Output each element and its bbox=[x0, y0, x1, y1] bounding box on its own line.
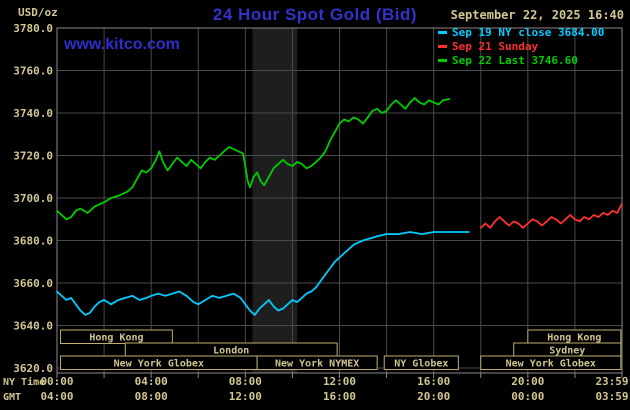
legend-swatch bbox=[438, 58, 447, 62]
kitco-website-link[interactable]: www.kitco.com bbox=[64, 36, 180, 53]
session-box bbox=[256, 355, 378, 370]
x-axis-row-label: GMT bbox=[3, 392, 21, 403]
session-label: New York Globex bbox=[114, 359, 204, 370]
session-box bbox=[60, 329, 173, 344]
x-tick-label: 00:00 bbox=[511, 390, 544, 403]
legend-swatch bbox=[438, 30, 447, 34]
session-label: London bbox=[213, 346, 249, 357]
x-tick-label: 12:00 bbox=[323, 375, 356, 388]
x-tick-label: 23:59 bbox=[595, 375, 628, 388]
legend-swatch bbox=[438, 44, 447, 48]
legend-label: Sep 19 NY close 3684.00 bbox=[452, 25, 605, 39]
x-axis-row-label: NY Time bbox=[3, 376, 45, 388]
x-tick-label: 04:00 bbox=[40, 390, 73, 403]
series-line-1 bbox=[479, 203, 623, 229]
x-tick-label: 08:00 bbox=[135, 390, 168, 403]
datetime-label: September 22, 2025 16:40 bbox=[450, 8, 624, 22]
x-tick-label: 12:00 bbox=[229, 390, 262, 403]
x-tick-label: 03:59 bbox=[595, 390, 628, 403]
session-label: Hong Kong bbox=[89, 333, 143, 344]
legend-item: Sep 22 Last 3746.60 bbox=[438, 53, 604, 67]
y-tick-label: 3720.0 bbox=[13, 150, 53, 163]
session-label: New York Globex bbox=[506, 359, 596, 370]
series-line-0 bbox=[56, 231, 470, 316]
y-tick-label: 3680.0 bbox=[13, 235, 53, 248]
y-tick-label: 3700.0 bbox=[13, 192, 53, 205]
legend-item: Sep 19 NY close 3684.00 bbox=[438, 25, 604, 39]
x-tick-label: 16:00 bbox=[417, 375, 450, 388]
legend: Sep 19 NY close 3684.00 Sep 21 Sunday Sep … bbox=[438, 25, 604, 67]
x-tick-label: 04:00 bbox=[135, 375, 168, 388]
x-tick-label: 20:00 bbox=[511, 375, 544, 388]
y-tick-label: 3640.0 bbox=[13, 320, 53, 333]
y-tick-label: 3760.0 bbox=[13, 65, 53, 78]
series-line-2 bbox=[56, 97, 451, 221]
x-tick-label: 00:00 bbox=[40, 375, 73, 388]
y-tick-label: 3740.0 bbox=[13, 107, 53, 120]
legend-item: Sep 21 Sunday bbox=[438, 39, 604, 53]
x-tick-label: 20:00 bbox=[417, 390, 450, 403]
session-shading-band bbox=[252, 28, 298, 373]
session-label: Sydney bbox=[549, 346, 585, 357]
session-label: Hong Kong bbox=[547, 333, 601, 344]
y-axis-units-label: USD/oz bbox=[18, 6, 58, 19]
page-title: 24 Hour Spot Gold (Bid) bbox=[212, 5, 418, 24]
session-label: New York NYMEX bbox=[275, 359, 359, 370]
legend-label: Sep 22 Last 3746.60 bbox=[452, 53, 578, 67]
x-tick-label: 08:00 bbox=[229, 375, 262, 388]
y-tick-label: 3780.0 bbox=[13, 22, 53, 35]
y-tick-label: 3620.0 bbox=[13, 362, 53, 375]
session-label: NY Globex bbox=[394, 359, 448, 370]
legend-label: Sep 21 Sunday bbox=[452, 39, 539, 53]
session-box bbox=[383, 355, 459, 370]
x-tick-label: 16:00 bbox=[323, 390, 356, 403]
session-box bbox=[480, 355, 622, 370]
y-tick-label: 3660.0 bbox=[13, 277, 53, 290]
